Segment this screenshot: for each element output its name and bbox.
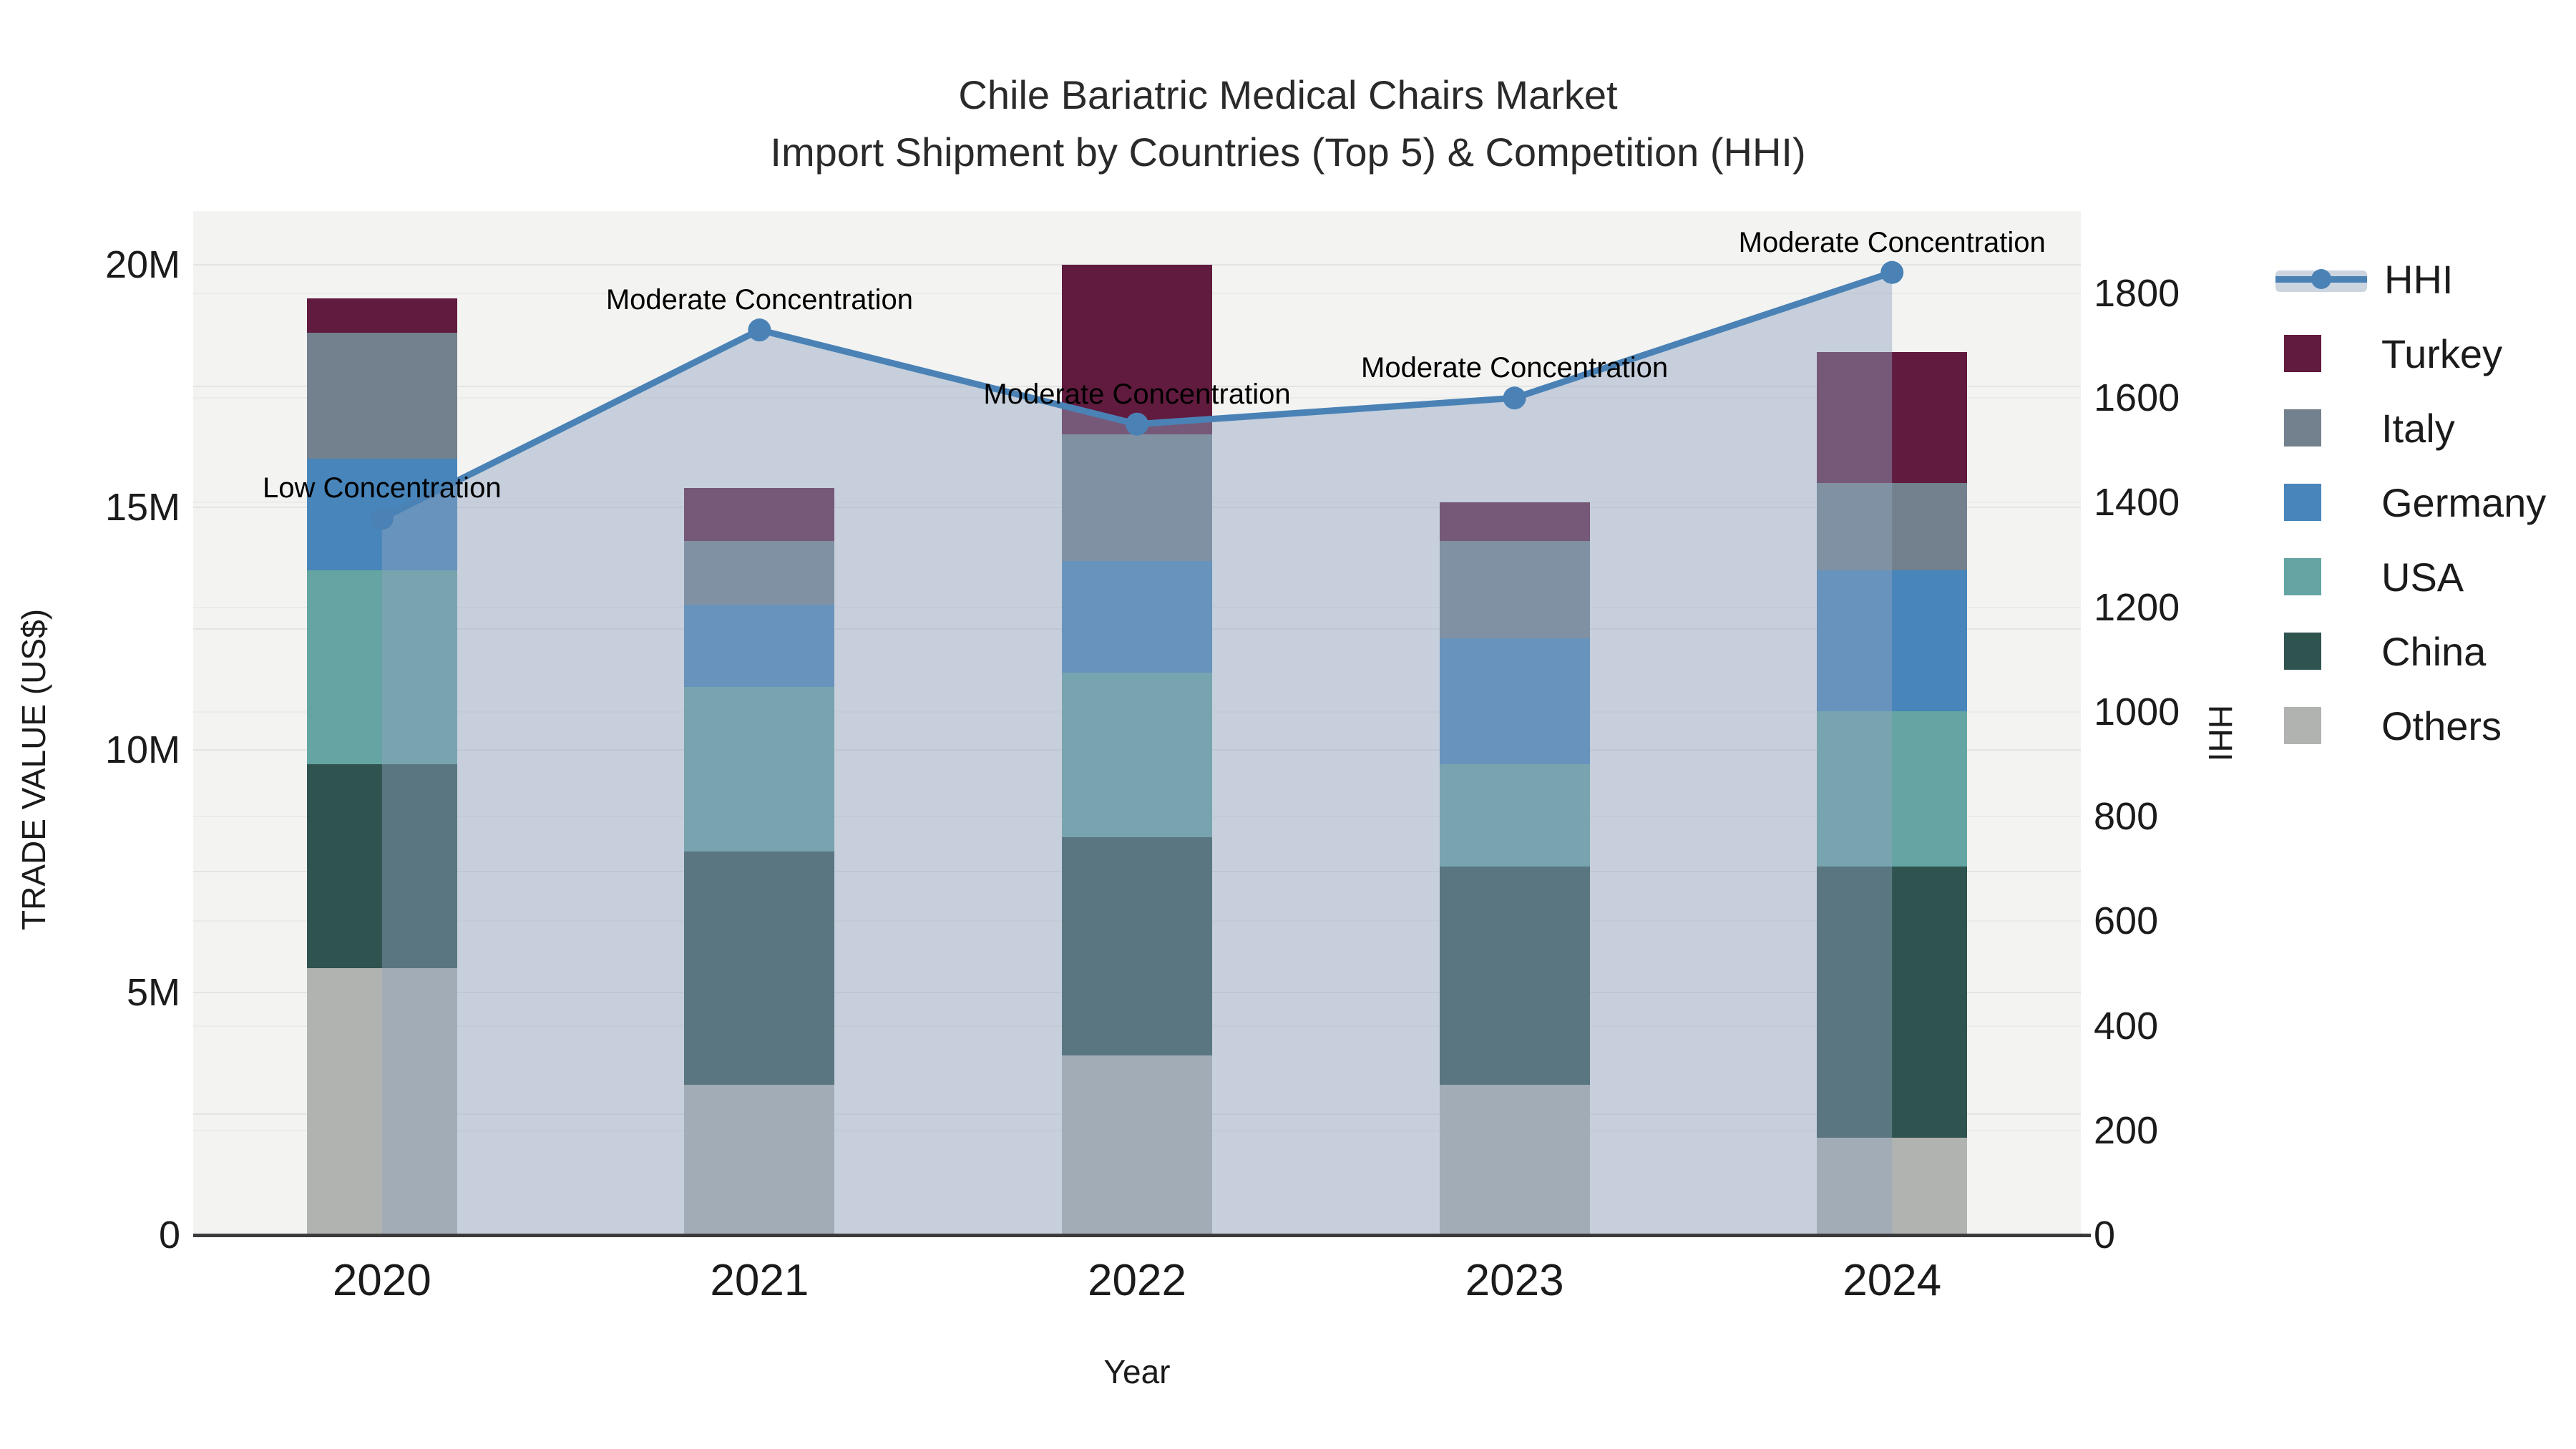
legend-item-label: Italy [2381,405,2455,451]
legend-item-label: China [2381,628,2487,674]
hhi-area-fill [381,272,1893,1235]
y-left-axis-title: TRADE VALUE (US$) [15,608,52,930]
hhi-legend-marker [2275,260,2367,298]
bar-segment-2023-others [1439,1084,1590,1235]
legend-swatch-usa [2284,558,2321,595]
y-right-tick-600: 600 [2094,899,2159,943]
bar-segment-2023-italy [1439,541,1590,639]
annotation-2024: Moderate Concentration [1738,226,2046,258]
bar-segment-2020-china [306,764,457,969]
annotation-2022: Moderate Concentration [983,378,1291,410]
y-right-tick-800: 800 [2094,795,2159,839]
y-right-tick-200: 200 [2094,1108,2159,1152]
y-right-axis-title: HHI [2202,705,2239,762]
bar-segment-2024-china [1817,866,1968,1138]
hhi-point-2021 [748,318,771,342]
y-left-tick-5M: 5M [126,971,180,1014]
legend-item-china[interactable]: China [2275,615,2486,687]
y-left-tick-10M: 10M [104,728,180,771]
bar-segment-2021-turkey [684,487,835,542]
y-right-tick-1000: 1000 [2094,690,2180,733]
x-tick-2022: 2022 [1088,1256,1186,1305]
y-left-tick-20M: 20M [104,243,180,286]
x-axis-title: Year [1103,1353,1171,1390]
bar-segment-2022-china [1062,837,1212,1056]
y-left-tick-15M: 15M [104,486,180,529]
bar-segment-2024-germany [1817,570,1968,711]
hhi-dot-swatch [2311,269,2331,289]
bar-segment-2022-germany [1062,560,1212,673]
chart-title-line1: Chile Bariatric Medical Chairs Market [958,72,1618,117]
legend-item-turkey[interactable]: Turkey [2275,318,2502,389]
legend-item-hhi[interactable]: HHI [2275,243,2453,315]
bar-segment-2021-germany [684,604,835,687]
bar-segment-2020-turkey [306,298,457,333]
legend-item-italy[interactable]: Italy [2275,392,2455,464]
bar-segment-2022-usa [1062,672,1212,838]
bar-segment-2021-china [684,852,835,1085]
bar-segment-2022-turkey [1062,265,1212,435]
chart-title-line2: Import Shipment by Countries (Top 5) & C… [770,130,1806,175]
legend-swatch-germany [2284,484,2321,521]
y-left-tick-0: 0 [158,1214,180,1257]
legend-item-label: Others [2381,703,2502,748]
x-tick-2021: 2021 [710,1256,809,1305]
hhi-point-2022 [1126,412,1148,436]
legend-item-usa[interactable]: USA [2275,541,2464,613]
legend-item-label: Turkey [2381,331,2503,376]
legend-item-germany[interactable]: Germany [2275,467,2546,538]
annotation-2023: Moderate Concentration [1361,352,1669,384]
legend-swatch-italy [2284,409,2321,447]
bar-segment-2022-italy [1062,434,1212,561]
y-right-tick-1200: 1200 [2094,585,2180,629]
bar-segment-2021-italy [684,541,835,605]
bar-segment-2020-usa [306,570,457,765]
y-right-tick-400: 400 [2094,1004,2159,1048]
x-axis-line [193,1234,2091,1237]
annotation-2020: Low Concentration [263,472,502,504]
bar-segment-2023-turkey [1439,502,1590,542]
annotation-2021: Moderate Concentration [605,284,913,316]
legend-swatch-others [2284,707,2321,744]
bar-segment-2020-others [306,968,457,1235]
bar-segment-2024-turkey [1817,352,1968,484]
y-right-tick-1800: 1800 [2094,272,2180,315]
legend-item-label: Germany [2381,479,2547,525]
hhi-point-2024 [1880,260,1904,284]
bar-segment-2022-others [1062,1055,1212,1235]
y-right-tick-1400: 1400 [2094,481,2180,525]
legend-swatch-china [2284,633,2321,670]
legend-item-label: HHI [2384,256,2454,302]
legend-item-others[interactable]: Others [2275,690,2502,761]
bar-segment-2023-usa [1439,764,1590,867]
bar-segment-2024-others [1817,1138,1968,1235]
hhi-point-2020 [370,507,394,530]
hhi-point-2023 [1503,386,1526,410]
bar-segment-2021-usa [684,686,835,852]
x-tick-2024: 2024 [1843,1256,1942,1305]
x-tick-2023: 2023 [1465,1256,1564,1305]
bar-segment-2023-china [1439,866,1590,1085]
y-right-tick-0: 0 [2094,1214,2116,1257]
x-tick-2020: 2020 [332,1256,431,1305]
y-right-tick-1600: 1600 [2094,376,2180,420]
bar-segment-2020-italy [306,332,457,459]
bar-segment-2021-others [684,1084,835,1235]
bar-segment-2024-usa [1817,711,1968,867]
bar-segment-2023-germany [1439,638,1590,765]
bar-segment-2024-italy [1817,483,1968,571]
legend-item-label: USA [2381,554,2464,600]
legend-swatch-turkey [2284,335,2321,372]
